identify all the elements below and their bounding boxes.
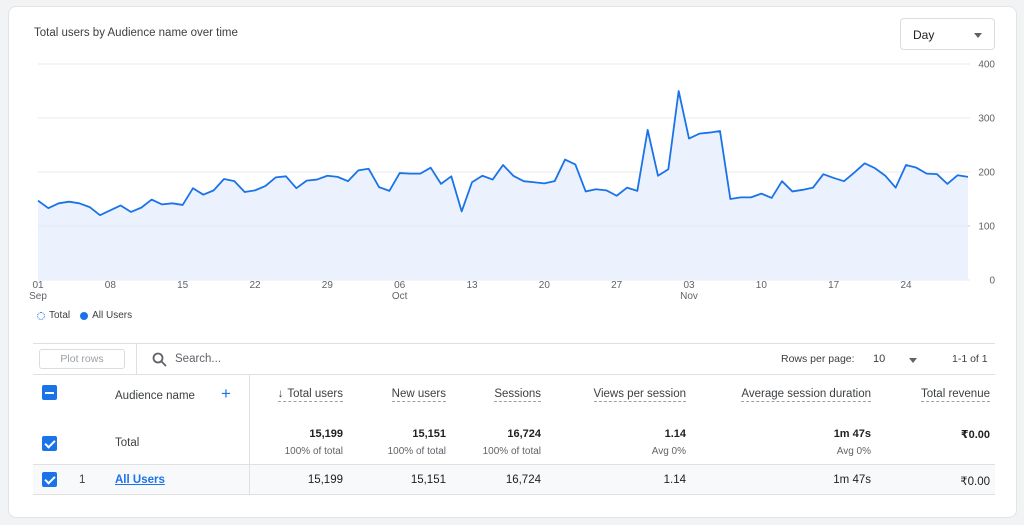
plot-rows-button[interactable]: Plot rows <box>39 349 125 369</box>
x-tick-label: 01 <box>32 280 44 291</box>
x-tick-label: 06 <box>394 280 406 291</box>
y-tick-label: 0 <box>989 276 995 287</box>
x-tick-label: 08 <box>105 280 117 291</box>
legend-item-total[interactable]: Total <box>37 310 70 321</box>
row-new-users: 15,151 <box>410 474 446 486</box>
sessions-sub: 100% of total <box>482 446 541 457</box>
total-users-sub: 100% of total <box>284 446 343 457</box>
x-tick-sublabel: Nov <box>680 291 698 302</box>
series-line-all-users <box>37 90 969 217</box>
table-total-row: Total 15,199 100% of total 15,151 100% o… <box>33 423 995 465</box>
add-dimension-icon[interactable]: + <box>221 384 231 403</box>
row-index: 1 <box>79 474 86 486</box>
rows-per-page-select[interactable]: 10 <box>873 353 886 365</box>
row-views-per-session: 1.14 <box>663 474 686 486</box>
new-users-value: 15,151 <box>412 428 446 440</box>
column-header-audience[interactable]: Audience name <box>115 390 195 402</box>
pagination-text: 1-1 of 1 <box>952 353 988 365</box>
column-header-total-users[interactable]: ↓ Total users <box>277 388 343 402</box>
total-users-value: 15,199 <box>309 428 343 440</box>
new-users-sub: 100% of total <box>387 446 446 457</box>
chart-title: Total users by Audience name over time <box>34 27 238 39</box>
data-table: Plot rows Search... Rows per page: 10 1-… <box>33 343 995 495</box>
row-checkbox[interactable] <box>42 472 57 487</box>
column-header-total-users-label: Total users <box>287 388 343 400</box>
audience-link-all-users[interactable]: All Users <box>115 474 165 486</box>
column-header-sessions[interactable]: Sessions <box>494 388 541 402</box>
row-total-users: 15,199 <box>307 474 343 486</box>
y-tick-label: 200 <box>978 168 995 179</box>
legend-label-all-users: All Users <box>92 310 133 321</box>
x-tick-sublabel: Sep <box>29 291 47 302</box>
avg-session-duration-value: 1m 47s <box>833 428 871 440</box>
column-header-avg-session-duration[interactable]: Average session duration <box>741 388 871 402</box>
y-tick-label: 400 <box>978 60 995 71</box>
granularity-dropdown[interactable]: Day <box>900 18 995 50</box>
column-divider <box>249 465 250 495</box>
sort-arrow-icon: ↓ <box>277 388 284 400</box>
total-row-checkbox[interactable] <box>42 436 57 451</box>
chart-legend: Total All Users <box>37 310 132 321</box>
table-row: 1 All Users 15,199 15,151 16,724 1.14 1m… <box>33 465 995 495</box>
y-tick-label: 100 <box>978 222 995 233</box>
table-toolbar: Plot rows Search... Rows per page: 10 1-… <box>33 343 995 375</box>
series-area-all-users <box>38 91 968 280</box>
x-tick-label: 15 <box>177 280 189 291</box>
column-divider <box>249 423 250 465</box>
x-tick-label: 27 <box>611 280 623 291</box>
granularity-value: Day <box>913 28 935 42</box>
column-header-total-revenue[interactable]: Total revenue <box>920 388 990 402</box>
views-per-session-value: 1.14 <box>664 428 686 440</box>
column-divider <box>249 375 250 423</box>
filled-circle-icon <box>80 311 89 320</box>
x-tick-label: 17 <box>828 280 840 291</box>
column-header-new-users[interactable]: New users <box>391 388 446 402</box>
table-header-row: Audience name + ↓ Total users New users S… <box>33 375 995 423</box>
x-tick-label: 22 <box>249 280 261 291</box>
x-tick-label: 13 <box>466 280 478 291</box>
x-tick-label: 29 <box>322 280 334 291</box>
search-icon <box>152 352 167 367</box>
report-card: Total users by Audience name over time D… <box>8 6 1017 518</box>
avg-session-duration-sub: Avg 0% <box>836 446 871 457</box>
x-tick-sublabel: Oct <box>392 291 408 302</box>
row-total-revenue: ₹0.00 <box>960 476 990 488</box>
column-header-views-per-session[interactable]: Views per session <box>593 388 686 402</box>
x-tick-label: 24 <box>900 280 912 291</box>
x-tick-label: 10 <box>756 280 768 291</box>
toolbar-divider <box>136 344 137 375</box>
x-tick-label: 03 <box>683 280 695 291</box>
rows-per-page-label: Rows per page: <box>781 353 855 365</box>
dotted-circle-icon <box>37 311 45 320</box>
search-input[interactable]: Search... <box>175 353 222 365</box>
sessions-value: 16,724 <box>507 428 541 440</box>
y-tick-label: 300 <box>978 114 995 125</box>
x-tick-label: 20 <box>539 280 551 291</box>
caret-down-icon <box>974 33 982 38</box>
caret-down-icon[interactable] <box>909 358 917 363</box>
views-per-session-sub: Avg 0% <box>651 446 686 457</box>
total-revenue-value: ₹0.00 <box>960 429 990 441</box>
row-avg-session-duration: 1m 47s <box>833 474 871 486</box>
select-all-checkbox[interactable] <box>42 385 57 400</box>
row-sessions: 16,724 <box>505 474 541 486</box>
legend-label-total: Total <box>49 310 71 321</box>
total-row-label: Total <box>115 437 140 449</box>
legend-item-all-users[interactable]: All Users <box>80 310 132 321</box>
